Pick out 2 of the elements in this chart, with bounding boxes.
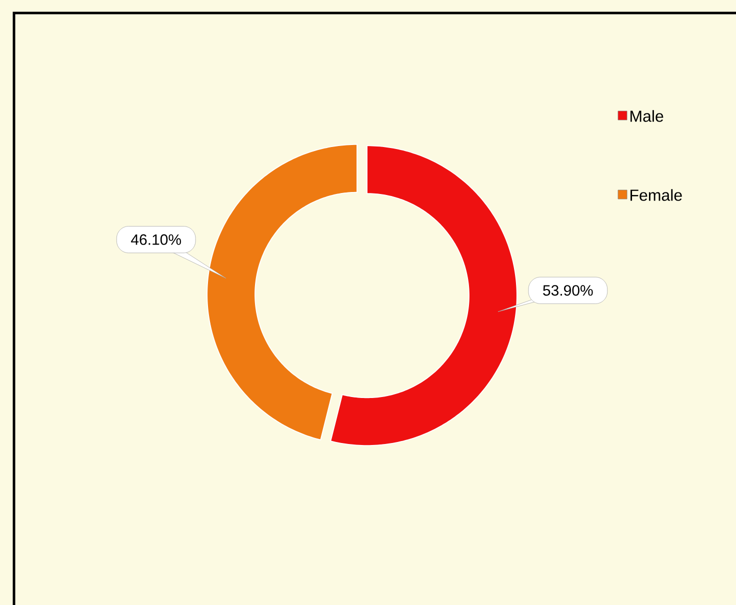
legend-label: Female <box>630 189 682 201</box>
legend-label: Male <box>630 110 664 122</box>
